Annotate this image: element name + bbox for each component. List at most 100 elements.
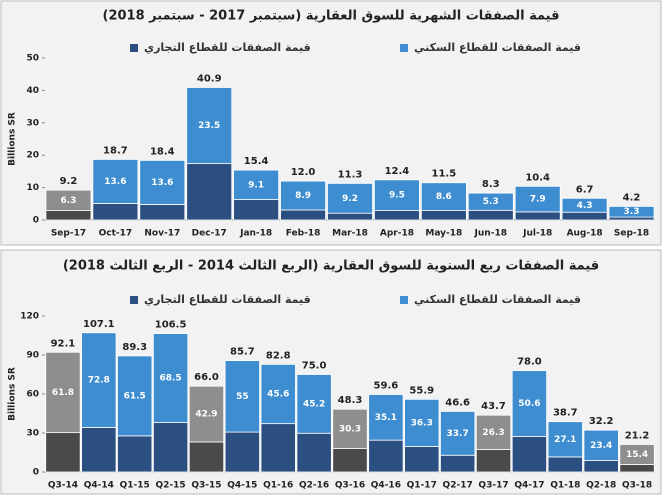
y-tick-label: 40 — [26, 86, 39, 96]
value-label: 33.7 — [447, 429, 469, 439]
x-tick-label: Jan-18 — [239, 229, 272, 239]
value-label: 4.3 — [577, 201, 593, 211]
bar-segment — [152, 422, 189, 473]
bar-segment — [45, 189, 92, 212]
total-label: 6.7 — [576, 184, 594, 195]
value-label: 8.9 — [295, 191, 311, 201]
chart-title: قيمة الصفقات ربع السنوية للسوق العقارية … — [63, 259, 599, 274]
bar-segment — [420, 182, 467, 212]
x-tick-label: Apr-18 — [380, 229, 414, 239]
total-label: 78.0 — [517, 357, 542, 368]
value-label: 27.1 — [554, 435, 576, 445]
value-label: 68.5 — [159, 374, 181, 384]
bar-segment — [475, 448, 512, 473]
x-tick-label: Q4-16 — [371, 481, 401, 491]
x-tick-label: Q2-15 — [155, 481, 185, 491]
x-tick-label: Nov-17 — [144, 229, 180, 239]
bar-segment — [440, 411, 476, 456]
bar-segment — [224, 431, 260, 473]
bar-segment — [547, 456, 583, 473]
x-tick-label: Jun-18 — [474, 229, 507, 239]
bar-segment — [608, 216, 655, 221]
bar-segment — [233, 169, 280, 200]
value-label: 45.2 — [303, 399, 325, 409]
total-label: 48.3 — [338, 395, 363, 406]
x-tick-label: Q3-16 — [335, 481, 365, 491]
y-tick-label: 60 — [26, 390, 39, 400]
legend-swatch — [400, 44, 408, 52]
legend-label: قيمة الصفقات للقطاع السكني — [414, 293, 581, 306]
bar-segment — [327, 212, 373, 221]
y-tick-label: 0 — [33, 216, 39, 226]
value-label: 3.3 — [624, 207, 640, 217]
legend-label: قيمة الصفقات للقطاع السكني — [414, 41, 581, 54]
bar-segment — [373, 210, 420, 221]
total-label: 107.1 — [83, 319, 115, 330]
value-label: 7.9 — [530, 195, 546, 205]
bar-segment — [81, 427, 117, 473]
value-label: 26.3 — [482, 428, 504, 438]
total-label: 15.4 — [244, 156, 269, 167]
y-tick-label: 30 — [26, 429, 39, 439]
total-label: 18.7 — [103, 145, 128, 156]
bar-segment — [619, 464, 655, 473]
x-tick-label: Q3-17 — [478, 481, 508, 491]
value-label: 36.3 — [411, 418, 433, 428]
x-tick-label: Q3-15 — [191, 481, 221, 491]
bar-segment — [188, 441, 225, 473]
legend-label: قيمة الصفقات للقطاع التجاري — [144, 293, 311, 306]
legend-swatch — [130, 296, 138, 304]
x-tick-label: Q4-17 — [514, 481, 544, 491]
total-label: 32.2 — [589, 416, 614, 427]
bar-segment — [280, 209, 326, 221]
total-label: 46.6 — [445, 397, 470, 408]
y-tick-label: 10 — [26, 183, 39, 193]
bar-segment — [233, 199, 280, 221]
bar-segment — [440, 454, 476, 473]
x-tick-label: Q2-18 — [586, 481, 616, 491]
bar-segment — [81, 332, 117, 428]
bar-segment — [139, 204, 186, 221]
bar-segment — [368, 439, 404, 473]
y-tick-label: 50 — [26, 54, 39, 64]
bar-segment — [619, 444, 655, 465]
value-label: 9.5 — [389, 191, 405, 201]
x-tick-label: Feb-18 — [286, 229, 321, 239]
bar-segment — [404, 446, 440, 473]
total-label: 75.0 — [302, 361, 327, 372]
bar-segment — [583, 429, 619, 461]
x-tick-label: Q1-18 — [550, 481, 580, 491]
bar-segment — [117, 355, 153, 437]
bar-segment — [547, 421, 583, 458]
bar-segment — [152, 333, 189, 423]
total-label: 92.1 — [51, 338, 76, 349]
total-label: 55.9 — [409, 385, 434, 396]
legend-swatch — [130, 44, 138, 52]
bar-segment — [373, 179, 420, 212]
value-label: 35.1 — [375, 413, 397, 423]
value-label: 13.6 — [104, 177, 126, 187]
bar-segment — [45, 351, 81, 434]
total-label: 66.0 — [194, 372, 219, 383]
total-label: 40.9 — [197, 73, 222, 84]
value-label: 13.6 — [151, 178, 173, 188]
x-tick-label: Q4-15 — [227, 481, 257, 491]
value-label: 61.5 — [124, 391, 146, 401]
value-label: 30.3 — [339, 424, 361, 434]
chart-title: قيمة الصفقات الشهرية للسوق العقارية (سبت… — [103, 9, 560, 24]
y-tick-label: 20 — [26, 151, 39, 161]
value-label: 15.4 — [626, 450, 648, 460]
y-tick-label: 30 — [26, 118, 39, 128]
bar-segment — [404, 398, 440, 447]
bar-segment — [260, 423, 296, 473]
total-label: 82.8 — [266, 350, 291, 361]
value-label: 5.3 — [483, 197, 499, 207]
bar-segment — [186, 87, 233, 165]
x-tick-label: Sep-17 — [51, 229, 86, 239]
bar-segment — [475, 414, 512, 450]
bar-segment — [561, 197, 608, 213]
x-tick-label: Aug-18 — [567, 229, 603, 239]
total-label: 106.5 — [155, 320, 187, 331]
value-label: 23.5 — [198, 121, 220, 131]
